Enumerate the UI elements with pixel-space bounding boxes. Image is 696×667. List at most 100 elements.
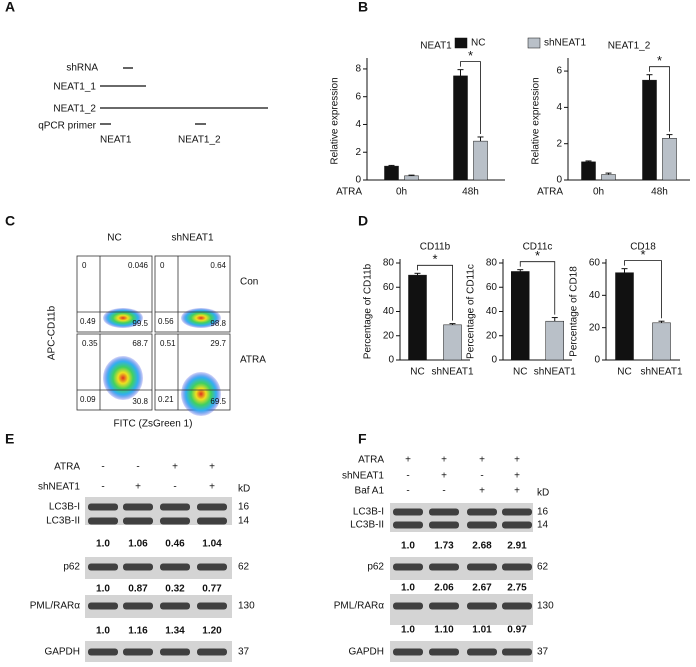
bar — [473, 140, 488, 181]
error-bar — [605, 172, 612, 175]
y-tick-label: 80 — [383, 258, 395, 269]
y-tick-label: 40 — [383, 306, 395, 317]
bar — [453, 75, 468, 181]
quantification: 2.06 — [434, 583, 454, 594]
condition-sign: + — [514, 471, 520, 482]
blot-band — [502, 563, 532, 571]
quantification: 1.0 — [401, 583, 415, 594]
chart-title: NEAT1_2 — [608, 41, 651, 52]
protein-label: p62 — [63, 562, 80, 573]
significance-bracket — [417, 264, 453, 321]
condition-sign: + — [405, 455, 411, 466]
x-tick-label: NC — [513, 367, 527, 378]
error-bar — [621, 268, 628, 273]
y-tick-label: 40 — [589, 290, 601, 301]
y-tick-label: 60 — [589, 258, 601, 269]
quantification: 1.16 — [128, 626, 148, 637]
quadrant-value: 30.8 — [132, 397, 148, 406]
blot-band — [88, 648, 118, 656]
quantification: 1.06 — [128, 539, 148, 550]
protein-label: LC3B-II — [350, 520, 384, 531]
blot-band — [393, 508, 423, 516]
chart-title: CD18 — [630, 242, 656, 253]
quantification: 1.73 — [434, 541, 454, 552]
quantification: 1.20 — [202, 626, 222, 637]
quantification: 0.46 — [165, 539, 185, 550]
condition-sign: + — [479, 455, 485, 466]
y-axis-label: Percentage of CD11c — [466, 264, 477, 359]
blot-band — [467, 521, 497, 529]
protein-label: GAPDH — [348, 647, 384, 658]
error-bar — [414, 272, 421, 276]
legend-label: NC — [471, 38, 485, 49]
y-axis-label: Relative expression — [330, 77, 341, 164]
bar — [443, 324, 462, 361]
kd-label: 37 — [537, 647, 549, 658]
blot-band — [88, 503, 118, 511]
x-tick-label: shNEAT1 — [431, 367, 473, 378]
condition-label: Baf A1 — [355, 486, 385, 497]
x-tick-label: 48h — [651, 187, 668, 198]
blot-band — [160, 563, 190, 571]
quantification: 1.0 — [401, 625, 415, 636]
protein-label: LC3B-II — [46, 516, 80, 527]
protein-label: GAPDH — [44, 647, 80, 658]
x-tick-label: 0h — [396, 187, 407, 198]
blot-membrane — [85, 641, 232, 662]
blot-band — [123, 503, 153, 511]
kd-label: 130 — [238, 601, 255, 612]
bar — [642, 79, 657, 181]
blot-band — [502, 508, 532, 516]
quantification: 2.91 — [507, 541, 527, 552]
chart-title: CD11b — [420, 242, 451, 253]
blot-band — [429, 602, 459, 610]
blot-band — [197, 563, 227, 571]
blot-band — [429, 508, 459, 516]
y-tick-label: 0 — [388, 355, 394, 366]
blot-band — [88, 517, 118, 525]
schematic-label: NEAT1 — [100, 135, 132, 146]
quadrant-value: 98.8 — [210, 319, 226, 328]
kd-label: 37 — [238, 647, 250, 658]
blot-band — [467, 602, 497, 610]
quantification: 1.0 — [96, 626, 110, 637]
protein-label: LC3B-I — [353, 507, 384, 518]
panel-label: E — [5, 431, 14, 447]
condition-sign: + — [441, 455, 447, 466]
blot-band — [467, 648, 497, 656]
quantification: 2.67 — [472, 583, 492, 594]
significance-bracket — [624, 260, 662, 319]
significance-bracket — [460, 61, 481, 134]
significance-label: * — [535, 248, 540, 263]
condition-sign: - — [442, 486, 445, 497]
quadrant-value: 29.7 — [210, 339, 226, 348]
blot-membrane — [390, 557, 533, 580]
y-tick-label: 60 — [383, 282, 395, 293]
y-tick-label: 4 — [556, 102, 562, 113]
quadrant-value: 0.51 — [160, 339, 176, 348]
cell-population — [103, 308, 143, 328]
condition-label: shNEAT1 — [38, 482, 80, 493]
y-tick-label: 0 — [491, 355, 497, 366]
condition-sign: + — [479, 486, 485, 497]
error-bar — [585, 160, 592, 162]
condition-label: shNEAT1 — [342, 471, 384, 482]
blot-band — [429, 648, 459, 656]
blot-band — [197, 648, 227, 656]
blot-membrane — [85, 595, 232, 618]
bar — [581, 161, 596, 181]
blot-band — [393, 563, 423, 571]
legend-label: shNEAT1 — [544, 38, 586, 49]
condition-sign: - — [406, 471, 409, 482]
schematic-label: NEAT1_2 — [53, 104, 96, 115]
bar — [404, 175, 419, 181]
panel-label: B — [358, 0, 368, 15]
condition-sign: + — [514, 486, 520, 497]
error-bar — [517, 269, 524, 272]
blot-band — [467, 508, 497, 516]
quantification: 1.0 — [401, 541, 415, 552]
quadrant-value: 0.56 — [158, 317, 174, 326]
significance-label: * — [432, 252, 437, 267]
quantification: 1.01 — [472, 625, 492, 636]
